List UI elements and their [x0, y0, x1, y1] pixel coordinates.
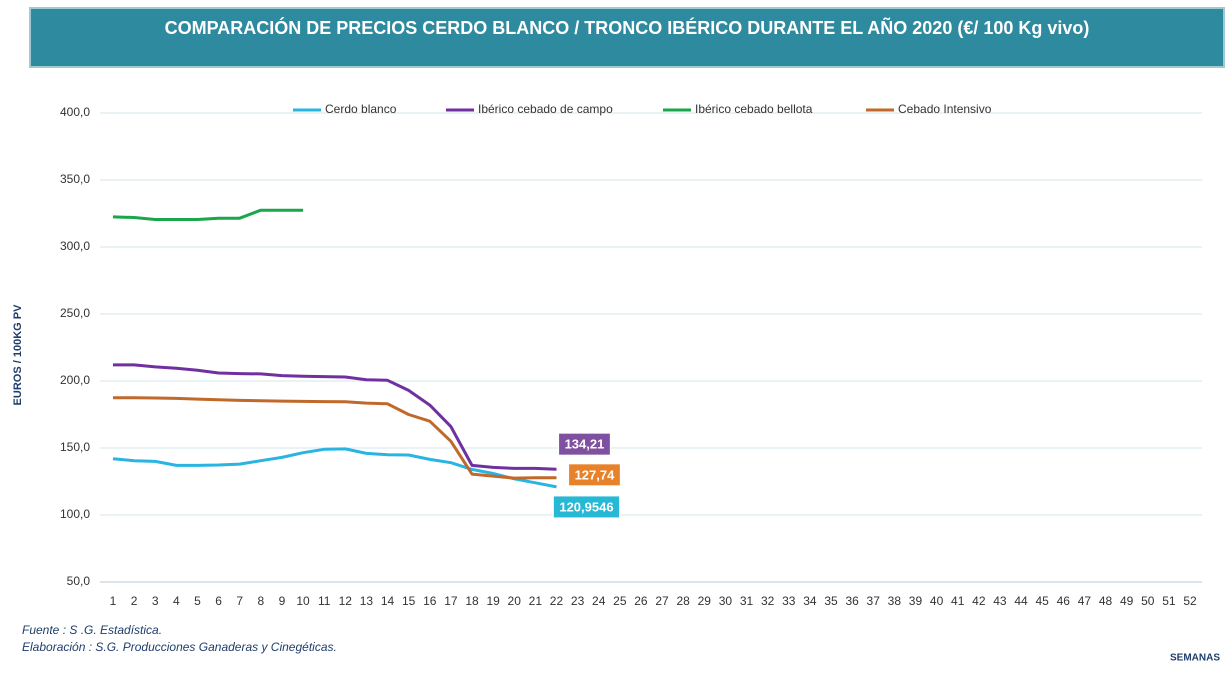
y-tick-label: 100,0 [60, 507, 90, 521]
x-tick-label: 19 [486, 594, 500, 608]
y-tick-label: 300,0 [60, 239, 90, 253]
y-tick-label: 250,0 [60, 306, 90, 320]
x-tick-label: 11 [318, 594, 331, 608]
x-tick-label: 37 [867, 594, 881, 608]
x-tick-label: 14 [381, 594, 395, 608]
series-line [112, 208, 304, 221]
x-tick-label: 51 [1162, 594, 1176, 608]
x-tick-label: 35 [824, 594, 838, 608]
y-tick-label: 400,0 [60, 105, 90, 119]
x-tick-label: 46 [1057, 594, 1071, 608]
x-tick-label: 27 [655, 594, 669, 608]
y-axis-label: EUROS / 100KG PV [12, 304, 24, 406]
x-tick-label: 42 [972, 594, 986, 608]
x-tick-label: 22 [550, 594, 564, 608]
y-tick-label: 350,0 [60, 172, 90, 186]
x-tick-label: 6 [215, 594, 222, 608]
x-tick-label: 33 [782, 594, 796, 608]
x-tick-label: 45 [1035, 594, 1049, 608]
y-tick-label: 50,0 [67, 574, 91, 588]
x-tick-label: 4 [173, 594, 180, 608]
y-tick-label: 200,0 [60, 373, 90, 387]
x-tick-label: 31 [740, 594, 754, 608]
x-tick-label: 9 [279, 594, 286, 608]
x-tick-label: 26 [634, 594, 648, 608]
x-tick-label: 21 [529, 594, 543, 608]
legend-label: Cerdo blanco [325, 102, 397, 116]
x-tick-label: 15 [402, 594, 416, 608]
x-tick-label: 25 [613, 594, 627, 608]
y-tick-label: 150,0 [60, 440, 90, 454]
x-tick-label: 2 [131, 594, 138, 608]
x-tick-label: 24 [592, 594, 606, 608]
x-tick-label: 23 [571, 594, 585, 608]
data-label: 134,21 [565, 437, 605, 452]
x-tick-label: 44 [1014, 594, 1028, 608]
data-label-box [568, 463, 621, 487]
x-tick-label: 10 [296, 594, 310, 608]
x-tick-label: 28 [676, 594, 690, 608]
x-tick-label: 34 [803, 594, 817, 608]
x-tick-label: 30 [719, 594, 733, 608]
legend-label: Ibérico cebado de campo [478, 102, 613, 116]
chart-title: COMPARACIÓN DE PRECIOS CERDO BLANCO / TR… [165, 17, 1090, 38]
data-label-box [552, 495, 621, 519]
x-tick-label: 7 [236, 594, 243, 608]
x-tick-label: 32 [761, 594, 775, 608]
x-tick-label: 5 [194, 594, 201, 608]
x-tick-label: 47 [1078, 594, 1092, 608]
credit: Elaboración : S.G. Producciones Ganadera… [22, 640, 337, 654]
x-tick-label: 3 [152, 594, 159, 608]
x-tick-label: 8 [257, 594, 264, 608]
legend-label: Ibérico cebado bellota [695, 102, 813, 116]
x-tick-label: 16 [423, 594, 437, 608]
x-tick-label: 29 [698, 594, 712, 608]
x-tick-label: 38 [888, 594, 902, 608]
x-tick-label: 39 [909, 594, 923, 608]
title-banner [29, 7, 1225, 68]
x-tick-label: 18 [465, 594, 479, 608]
x-tick-label: 13 [360, 594, 374, 608]
x-tick-label: 43 [993, 594, 1007, 608]
x-tick-label: 52 [1183, 594, 1197, 608]
source: Fuente : S .G. Estadística. [22, 623, 162, 637]
x-tick-label: 17 [444, 594, 458, 608]
x-tick-label: 1 [110, 594, 117, 608]
data-label: 127,74 [575, 467, 616, 482]
x-tick-label: 49 [1120, 594, 1134, 608]
x-tick-label: 36 [845, 594, 859, 608]
data-label: 120,9546 [559, 499, 613, 514]
series-line [112, 447, 557, 489]
x-tick-label: 20 [508, 594, 522, 608]
x-tick-label: 50 [1141, 594, 1155, 608]
series-line [113, 363, 557, 471]
x-axis-label: SEMANAS [1170, 653, 1220, 664]
legend-label: Cebado Intensivo [898, 102, 992, 116]
x-tick-label: 41 [951, 594, 965, 608]
x-tick-label: 40 [930, 594, 944, 608]
x-tick-label: 12 [339, 594, 353, 608]
x-tick-label: 48 [1099, 594, 1113, 608]
series-line [113, 396, 557, 480]
data-label-box [558, 432, 611, 456]
